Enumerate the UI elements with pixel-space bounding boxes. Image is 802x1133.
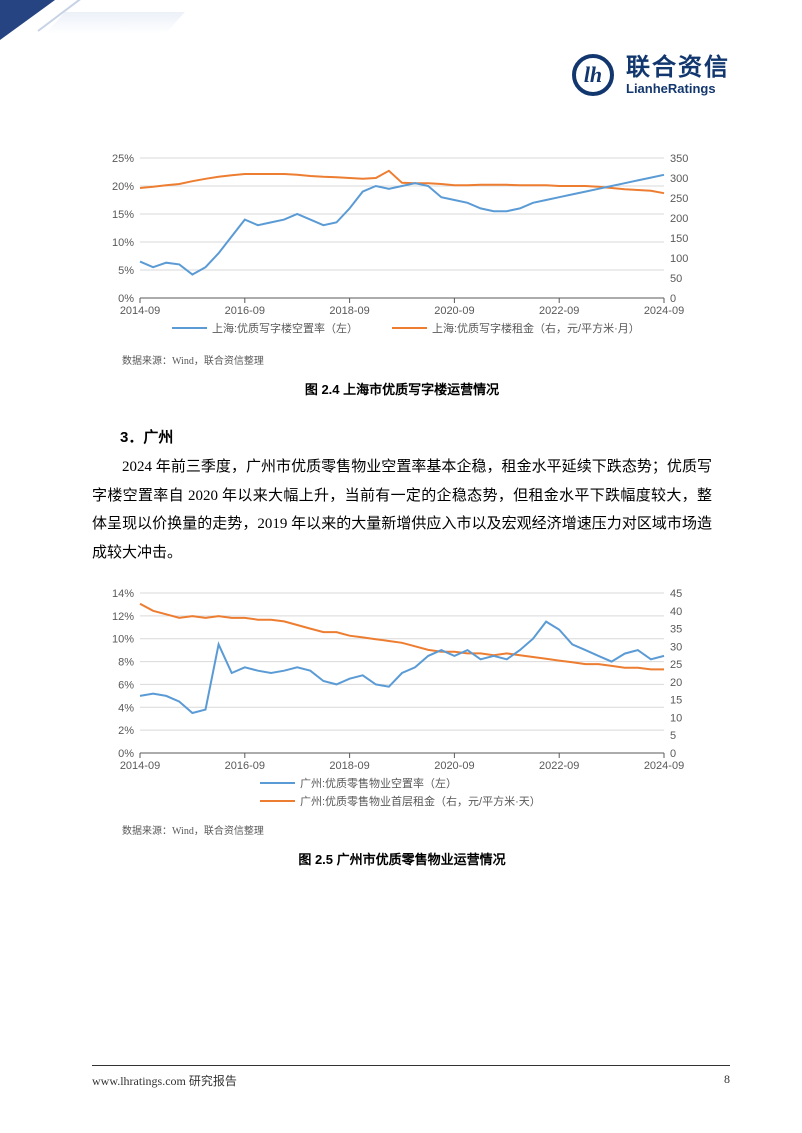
svg-text:广州:优质零售物业首层租金（右，元/平方米·天）: 广州:优质零售物业首层租金（右，元/平方米·天） — [300, 794, 541, 808]
footer-rule — [92, 1065, 730, 1066]
svg-text:4%: 4% — [118, 702, 134, 714]
svg-text:150: 150 — [670, 233, 688, 245]
chart-2-4: 0% 5% 10% 15% 20% 25% 0 50 100 150 200 250 300 350 201… — [92, 150, 712, 398]
svg-text:2020-09: 2020-09 — [434, 305, 474, 317]
svg-text:25%: 25% — [112, 153, 134, 165]
svg-text:8%: 8% — [118, 657, 134, 669]
footer-left: www.lhratings.com 研究报告 — [92, 1072, 237, 1089]
svg-text:上海:优质写字楼空置率（左）: 上海:优质写字楼空置率（左） — [212, 321, 358, 335]
svg-text:6%: 6% — [118, 679, 134, 691]
svg-text:2014-09: 2014-09 — [120, 305, 160, 317]
corner-stripe — [45, 12, 185, 34]
svg-text:350: 350 — [670, 153, 688, 165]
brand-cn: 联合资信 — [626, 54, 730, 82]
svg-text:250: 250 — [670, 193, 688, 205]
svg-text:50: 50 — [670, 273, 682, 285]
svg-text:0: 0 — [670, 293, 676, 305]
svg-text:45: 45 — [670, 588, 682, 600]
svg-text:10%: 10% — [112, 237, 134, 249]
chart-2-4-svg: 0% 5% 10% 15% 20% 25% 0 50 100 150 200 250 300 350 201… — [92, 150, 712, 350]
svg-text:2%: 2% — [118, 725, 134, 737]
svg-text:2014-09: 2014-09 — [120, 760, 160, 772]
svg-text:35: 35 — [670, 624, 682, 636]
svg-text:10: 10 — [670, 712, 682, 724]
page-number: 8 — [724, 1072, 730, 1089]
chart-2-5-source: 数据来源：Wind，联合资信整理 — [122, 822, 712, 837]
svg-text:200: 200 — [670, 213, 688, 225]
svg-text:2016-09: 2016-09 — [225, 760, 265, 772]
svg-text:0%: 0% — [118, 748, 134, 760]
corner-triangle — [0, 0, 55, 40]
svg-text:2024-09: 2024-09 — [644, 760, 684, 772]
svg-text:2022-09: 2022-09 — [539, 305, 579, 317]
svg-text:2018-09: 2018-09 — [329, 305, 369, 317]
chart-2-5-svg: 0% 2% 4% 6% 8% 10% 12% 14% 0 5 10 15 20 25 30 35 40 45 201… — [92, 585, 712, 820]
footer: www.lhratings.com 研究报告 8 — [92, 1065, 730, 1089]
chart-2-5-title: 图 2.5 广州市优质零售物业运营情况 — [92, 849, 712, 868]
chart-2-4-source: 数据来源：Wind，联合资信整理 — [122, 352, 712, 367]
brand-text: 联合资信 LianheRatings — [626, 54, 730, 97]
svg-text:20: 20 — [670, 677, 682, 689]
svg-text:40: 40 — [670, 606, 682, 618]
svg-text:10%: 10% — [112, 634, 134, 646]
svg-text:广州:优质零售物业空置率（左）: 广州:优质零售物业空置率（左） — [300, 776, 457, 790]
svg-text:5: 5 — [670, 730, 676, 742]
svg-text:20%: 20% — [112, 181, 134, 193]
svg-text:300: 300 — [670, 173, 688, 185]
body-paragraph: 2024 年前三季度，广州市优质零售物业空置率基本企稳，租金水平延续下跌态势；优… — [92, 453, 712, 567]
svg-text:14%: 14% — [112, 588, 134, 600]
svg-text:2022-09: 2022-09 — [539, 760, 579, 772]
svg-text:30: 30 — [670, 641, 682, 653]
svg-text:15: 15 — [670, 695, 682, 707]
logo-icon: lh — [572, 54, 614, 96]
chart-2-5: 0% 2% 4% 6% 8% 10% 12% 14% 0 5 10 15 20 25 30 35 40 45 201… — [92, 585, 712, 868]
svg-text:2020-09: 2020-09 — [434, 760, 474, 772]
svg-text:5%: 5% — [118, 265, 134, 277]
svg-text:15%: 15% — [112, 209, 134, 221]
svg-text:0: 0 — [670, 748, 676, 760]
svg-text:2016-09: 2016-09 — [225, 305, 265, 317]
svg-text:12%: 12% — [112, 611, 134, 623]
brand-header: lh 联合资信 LianheRatings — [572, 54, 730, 97]
page-content: 0%5%10%15%20%25%050100150200250300350201… — [92, 150, 712, 868]
svg-text:100: 100 — [670, 253, 688, 265]
svg-text:25: 25 — [670, 659, 682, 671]
svg-text:上海:优质写字楼租金（右，元/平方米·月）: 上海:优质写字楼租金（右，元/平方米·月） — [432, 321, 640, 335]
section-heading: 3．广州 — [120, 426, 712, 447]
svg-text:0%: 0% — [118, 293, 134, 305]
svg-text:2018-09: 2018-09 — [329, 760, 369, 772]
brand-en: LianheRatings — [626, 82, 730, 97]
svg-text:2024-09: 2024-09 — [644, 305, 684, 317]
chart-2-4-title: 图 2.4 上海市优质写字楼运营情况 — [92, 379, 712, 398]
